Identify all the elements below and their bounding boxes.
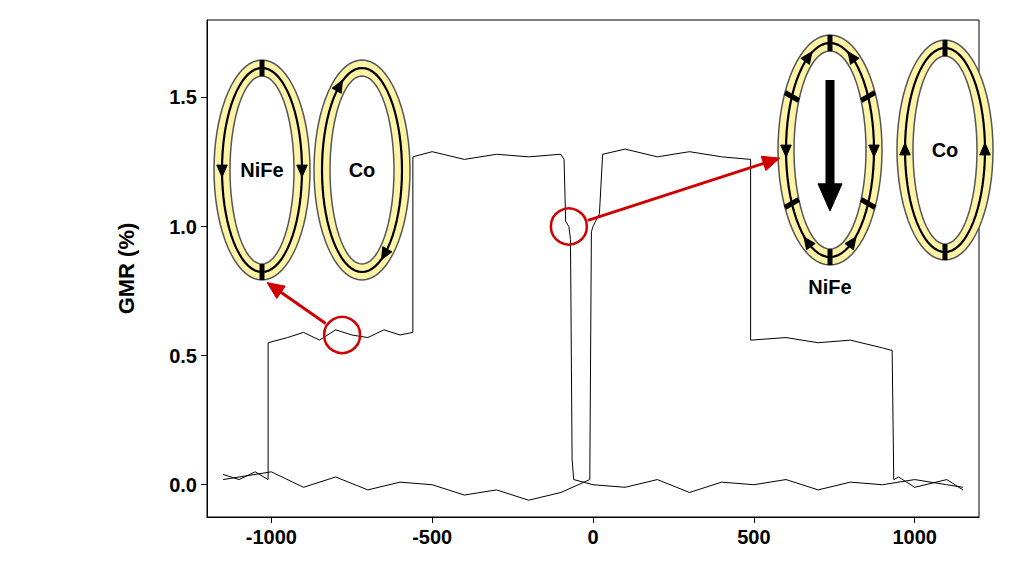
svg-text:0: 0 — [587, 526, 598, 548]
svg-text:-1000: -1000 — [246, 526, 297, 548]
svg-text:GMR (%): GMR (%) — [114, 223, 139, 315]
svg-text:1.5: 1.5 — [169, 86, 197, 108]
svg-text:500: 500 — [737, 526, 770, 548]
svg-text:1000: 1000 — [892, 526, 937, 548]
svg-text:0.5: 0.5 — [169, 345, 197, 367]
svg-text:-500: -500 — [412, 526, 452, 548]
svg-text:1.0: 1.0 — [169, 216, 197, 238]
svg-text:Co: Co — [932, 139, 959, 161]
svg-text:NiFe: NiFe — [808, 276, 851, 298]
svg-text:0.0: 0.0 — [169, 474, 197, 496]
svg-text:Co: Co — [349, 159, 376, 181]
svg-text:NiFe: NiFe — [240, 159, 283, 181]
